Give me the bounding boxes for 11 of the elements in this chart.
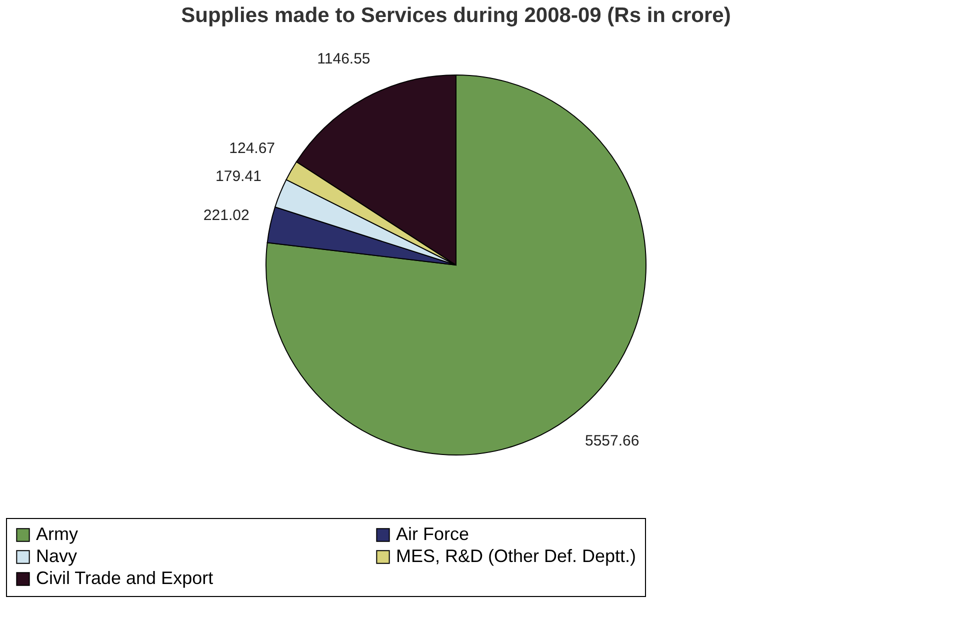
data-label: 124.67 — [229, 140, 276, 158]
chart-title: Supplies made to Services during 2008-09 (Rs in crore) — [181, 4, 731, 27]
data-label: 1146.55 — [317, 50, 370, 68]
legend-label: Navy — [36, 546, 78, 566]
legend-label: Civil Trade and Export — [36, 568, 214, 588]
data-label: 5557.66 — [584, 432, 640, 450]
data-label: 221.02 — [203, 207, 250, 224]
data-label: 179.41 — [216, 168, 262, 186]
legend-label: Air Force — [396, 524, 470, 544]
legend-label: Army — [36, 524, 78, 544]
legend-label: MES, R&D (Other Def. Deptt.) — [396, 546, 636, 566]
